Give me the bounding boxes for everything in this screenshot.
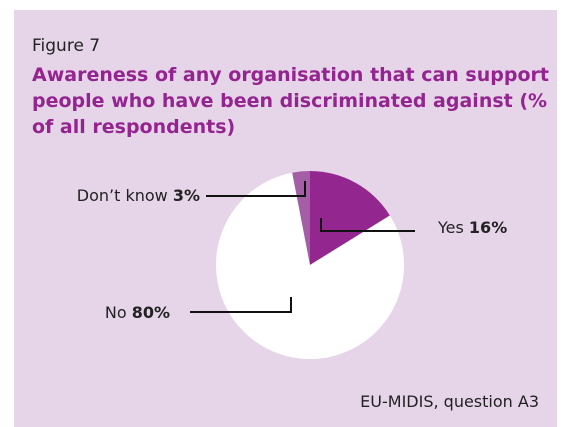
label-dont-know: Don’t know 3% bbox=[77, 186, 200, 205]
label-no-value: 80% bbox=[132, 303, 170, 322]
figure-label: Figure 7 bbox=[32, 36, 101, 56]
label-no: No 80% bbox=[105, 303, 170, 322]
label-dont-know-name: Don’t know bbox=[77, 186, 168, 205]
pie-chart: Don’t know 3% Yes 16% No 80% bbox=[77, 171, 507, 360]
label-no-name: No bbox=[105, 303, 127, 322]
chart-title: Awareness of any organisation that can s… bbox=[32, 64, 549, 138]
source-note: EU-MIDIS, question A3 bbox=[360, 392, 539, 411]
figure-panel: Figure 7 Awareness of any organisation t… bbox=[14, 10, 557, 427]
leader-line-yes bbox=[320, 218, 415, 232]
label-dont-know-value: 3% bbox=[173, 186, 200, 205]
pie-slice-yes bbox=[310, 171, 390, 265]
leader-line-dont-know bbox=[206, 181, 306, 197]
leader-line-no bbox=[190, 297, 292, 313]
label-yes: Yes 16% bbox=[437, 218, 507, 237]
label-yes-value: 16% bbox=[469, 218, 507, 237]
label-yes-name: Yes bbox=[437, 218, 464, 237]
